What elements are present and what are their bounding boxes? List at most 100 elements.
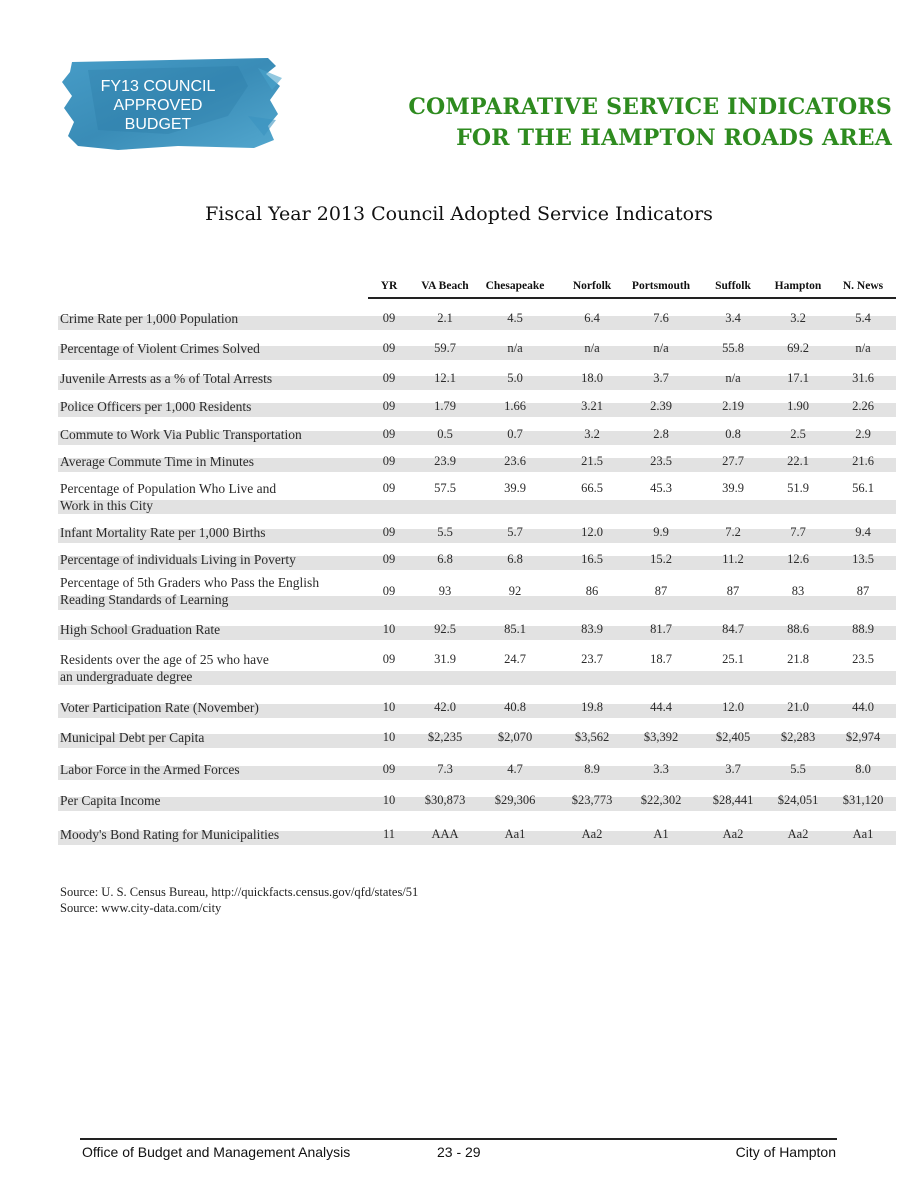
cell-year: 09 bbox=[382, 584, 396, 598]
cell-value: 0.7 bbox=[507, 427, 523, 441]
row-shading bbox=[58, 766, 896, 780]
cell-year: 09 bbox=[382, 371, 396, 385]
cell-value: 21.0 bbox=[787, 700, 809, 714]
table-row: Labor Force in the Armed Forces 09 7.3 4.7 8… bbox=[58, 761, 896, 780]
cell-value: 7.3 bbox=[437, 762, 453, 776]
cell-value: 83 bbox=[791, 584, 805, 598]
row-label-line: an undergraduate degree bbox=[60, 669, 193, 684]
row-label-line: Percentage of Population Who Live and bbox=[60, 481, 277, 496]
cell-value: 23.5 bbox=[650, 454, 672, 468]
cell-value: 92.5 bbox=[434, 622, 456, 636]
cell-value: 6.4 bbox=[584, 311, 600, 325]
row-label-line: Average Commute Time in Minutes bbox=[60, 454, 254, 469]
cell-value: 84.7 bbox=[722, 622, 744, 636]
page-title-line-1: COMPARATIVE SERVICE INDICATORS bbox=[408, 94, 892, 120]
column-header: Suffolk bbox=[715, 280, 751, 292]
row-shading bbox=[58, 346, 896, 360]
table-row: High School Graduation Rate 10 92.5 85.1 83.… bbox=[58, 621, 896, 640]
table-heading: Fiscal Year 2013 Council Adopted Service… bbox=[205, 203, 713, 225]
cell-year: 09 bbox=[382, 427, 396, 441]
row-shading bbox=[58, 626, 896, 640]
cell-value: Aa2 bbox=[787, 827, 809, 841]
footer-city: City of Hampton bbox=[735, 1144, 836, 1160]
cell-value: 25.1 bbox=[722, 652, 744, 666]
cell-value: $31,120 bbox=[842, 793, 884, 807]
cell-value: 5.5 bbox=[790, 762, 806, 776]
row-label-line: Crime Rate per 1,000 Population bbox=[60, 311, 239, 326]
row-label-line: Police Officers per 1,000 Residents bbox=[60, 399, 252, 414]
cell-value: $3,392 bbox=[643, 730, 679, 744]
cell-year: 10 bbox=[382, 730, 396, 744]
cell-value: 87 bbox=[856, 584, 870, 598]
cell-year: 10 bbox=[382, 793, 396, 807]
row-label: Percentage of 5th Graders who Pass the E… bbox=[60, 574, 319, 608]
cell-value: 81.7 bbox=[650, 622, 672, 636]
cell-value: 13.5 bbox=[852, 552, 874, 566]
cell-value: 3.3 bbox=[653, 762, 669, 776]
cell-year: 09 bbox=[382, 399, 396, 413]
cell-value: 2.5 bbox=[790, 427, 806, 441]
column-header: N. News bbox=[842, 280, 884, 292]
row-shading bbox=[58, 500, 896, 514]
cell-value: n/a bbox=[725, 371, 741, 385]
cell-value: 12.0 bbox=[581, 525, 603, 539]
cell-value: 87 bbox=[654, 584, 668, 598]
row-label: Percentage of individuals Living in Pove… bbox=[60, 551, 296, 568]
cell-value: 15.2 bbox=[650, 552, 672, 566]
cell-value: 12.6 bbox=[787, 552, 809, 566]
footer-office: Office of Budget and Management Analysis bbox=[82, 1144, 351, 1160]
cell-value: 3.7 bbox=[725, 762, 741, 776]
row-label-line: Work in this City bbox=[60, 498, 154, 513]
cell-value: 23.6 bbox=[504, 454, 526, 468]
cell-value: 45.3 bbox=[650, 481, 672, 495]
cell-value: 22.1 bbox=[787, 454, 809, 468]
cell-value: 3.21 bbox=[581, 399, 603, 413]
cell-value: 39.9 bbox=[722, 481, 744, 495]
cell-value: 4.7 bbox=[507, 762, 523, 776]
table-row: Percentage of individuals Living in Pove… bbox=[58, 551, 896, 570]
table-row: Infant Mortality Rate per 1,000 Births 09… bbox=[58, 524, 896, 543]
row-label-line: Juvenile Arrests as a % of Total Arrests bbox=[60, 371, 273, 386]
column-header: YR bbox=[380, 280, 398, 292]
cell-value: 23.7 bbox=[581, 652, 603, 666]
cell-value: 7.7 bbox=[790, 525, 806, 539]
cell-value: 5.4 bbox=[855, 311, 871, 325]
cell-value: 0.8 bbox=[725, 427, 741, 441]
cell-value: 93 bbox=[438, 584, 452, 598]
cell-value: 39.9 bbox=[504, 481, 526, 495]
row-shading bbox=[58, 431, 896, 445]
table-row: Crime Rate per 1,000 Population 09 2.1 4.5 6… bbox=[58, 310, 896, 330]
cell-value: 17.1 bbox=[787, 371, 809, 385]
row-shading bbox=[58, 734, 896, 748]
row-label: High School Graduation Rate bbox=[60, 621, 220, 638]
cell-year: 09 bbox=[382, 341, 396, 355]
row-label-line: Percentage of individuals Living in Pove… bbox=[60, 552, 296, 567]
cell-value: 21.8 bbox=[787, 652, 809, 666]
cell-value: 4.5 bbox=[507, 311, 523, 325]
cell-value: 12.1 bbox=[434, 371, 456, 385]
cell-value: $24,051 bbox=[777, 793, 819, 807]
cell-value: 57.5 bbox=[434, 481, 456, 495]
cell-value: 2.8 bbox=[653, 427, 669, 441]
row-shading bbox=[58, 458, 896, 472]
cell-value: 11.2 bbox=[722, 552, 744, 566]
badge-text: FY13 COUNCIL APPROVED BUDGET bbox=[58, 77, 258, 134]
row-label: Percentage of Violent Crimes Solved bbox=[60, 340, 260, 357]
cell-value: 27.7 bbox=[722, 454, 744, 468]
row-shading bbox=[58, 403, 896, 417]
row-shading bbox=[58, 704, 896, 718]
row-label: Voter Participation Rate (November) bbox=[60, 699, 259, 716]
budget-badge: FY13 COUNCIL APPROVED BUDGET bbox=[58, 56, 284, 152]
page-title-line-2: FOR THE HAMPTON ROADS AREA bbox=[456, 125, 892, 151]
row-shading bbox=[58, 556, 896, 570]
cell-value: 85.1 bbox=[504, 622, 526, 636]
row-label: Municipal Debt per Capita bbox=[60, 729, 204, 746]
cell-value: 56.1 bbox=[852, 481, 874, 495]
cell-value: 19.8 bbox=[581, 700, 603, 714]
cell-value: 23.5 bbox=[852, 652, 874, 666]
row-shading bbox=[58, 376, 896, 390]
row-label-line: Labor Force in the Armed Forces bbox=[60, 762, 240, 777]
cell-value: 5.5 bbox=[437, 525, 453, 539]
row-label-line: Percentage of 5th Graders who Pass the E… bbox=[60, 575, 320, 590]
cell-value: $23,773 bbox=[571, 793, 613, 807]
